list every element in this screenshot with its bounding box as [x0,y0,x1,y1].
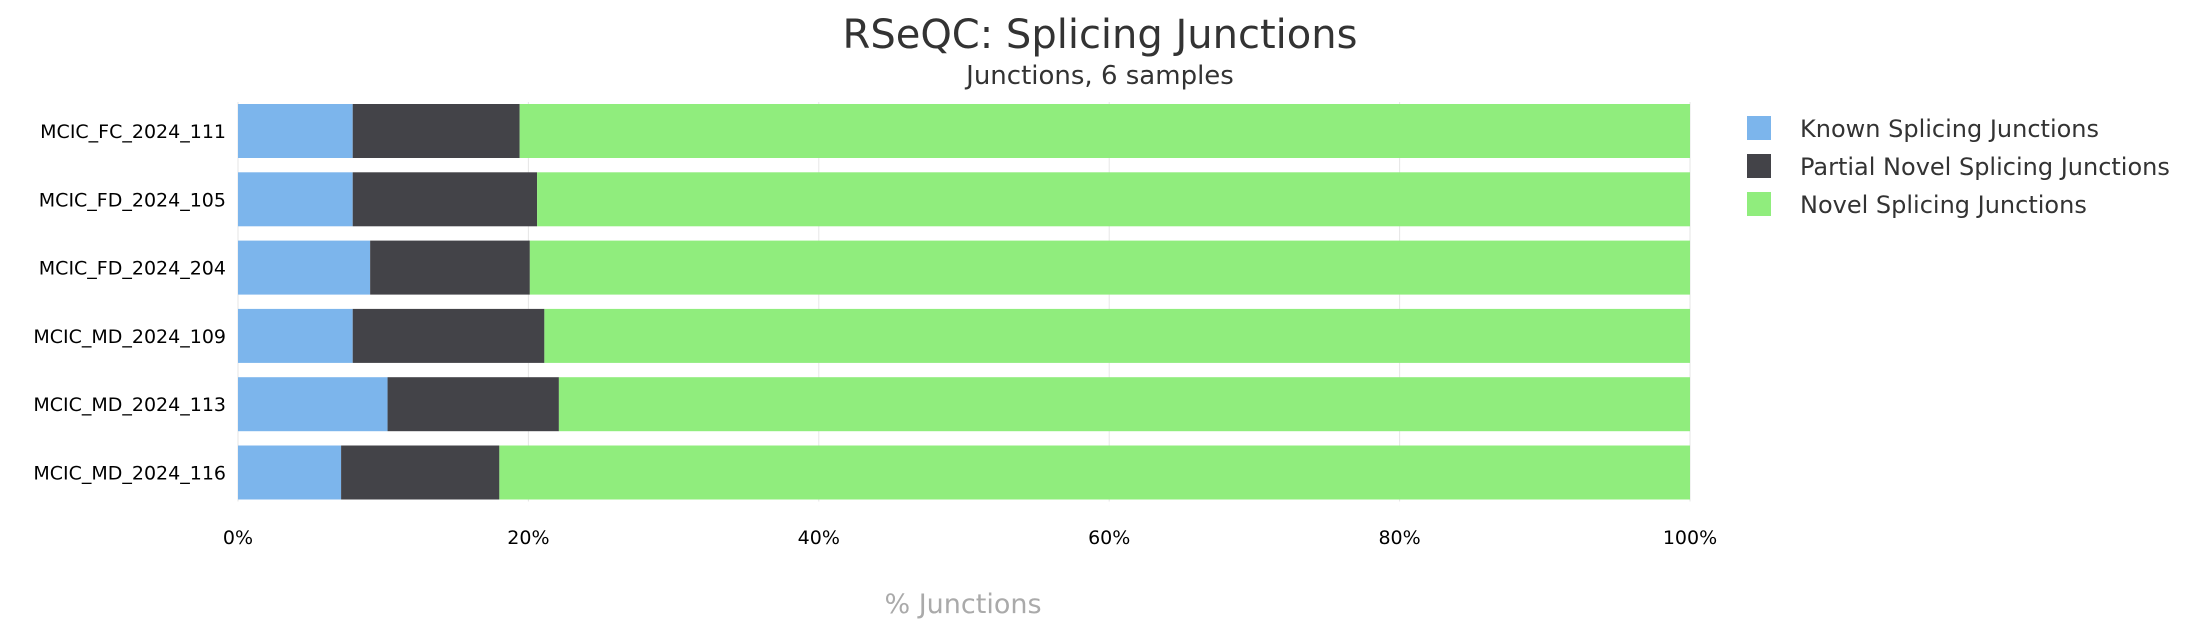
bar-segment-0-row-2[interactable] [238,240,371,295]
y-tick-label: MCIC_FD_2024_204 [39,258,226,280]
bar-segment-2-row-5[interactable] [499,445,1690,500]
bar-segment-2-row-3[interactable] [544,308,1690,363]
bar-segment-0-row-1[interactable] [238,172,353,227]
x-tick-label: 100% [1663,527,1717,549]
bar-segment-0-row-0[interactable] [238,104,353,158]
bars-layer [238,104,1690,500]
legend-label-0[interactable]: Known Splicing Junctions [1800,115,2099,143]
bar-segment-0-row-5[interactable] [238,445,342,500]
x-axis-title: % Junctions [884,589,1041,620]
bar-segment-2-row-2[interactable] [529,240,1690,295]
legend: Known Splicing Junctions Partial Novel Sp… [1747,115,2170,219]
x-tick-label: 60% [1088,527,1130,549]
y-tick-label: MCIC_MD_2024_116 [33,463,226,485]
x-axis-labels: 0% 20% 40% 60% 80% 100% [223,527,1717,549]
y-tick-label: MCIC_MD_2024_109 [33,326,226,348]
grid-layer [237,102,1691,502]
bar-segment-2-row-0[interactable] [519,104,1690,158]
legend-swatch-0[interactable] [1747,116,1771,140]
bar-segment-1-row-1[interactable] [352,172,538,227]
chart-subtitle: Junctions, 6 samples [964,61,1234,91]
bar-segment-0-row-4[interactable] [238,377,388,432]
legend-label-2[interactable]: Novel Splicing Junctions [1800,191,2087,219]
x-tick-label: 0% [223,527,253,549]
x-tick-label: 80% [1378,527,1420,549]
bar-segment-1-row-4[interactable] [387,377,559,432]
x-tick-label: 20% [507,527,549,549]
bar-segment-1-row-5[interactable] [341,445,500,500]
bar-segment-1-row-0[interactable] [352,104,520,158]
bar-segment-1-row-3[interactable] [352,308,545,363]
y-tick-label: MCIC_MD_2024_113 [33,394,226,416]
bar-segment-2-row-4[interactable] [558,377,1690,432]
bar-segment-2-row-1[interactable] [537,172,1690,227]
x-tick-label: 40% [798,527,840,549]
chart-title: RSeQC: Splicing Junctions [843,12,1358,58]
legend-swatch-2[interactable] [1747,192,1771,216]
legend-swatch-1[interactable] [1747,154,1771,178]
y-tick-label: MCIC_FC_2024_111 [40,121,226,143]
y-axis-labels: MCIC_FC_2024_111 MCIC_FD_2024_105 MCIC_FD_… [33,121,226,485]
legend-label-1[interactable]: Partial Novel Splicing Junctions [1800,153,2170,181]
bar-segment-1-row-2[interactable] [370,240,530,295]
y-tick-label: MCIC_FD_2024_105 [39,189,226,211]
bar-segment-0-row-3[interactable] [238,308,353,363]
